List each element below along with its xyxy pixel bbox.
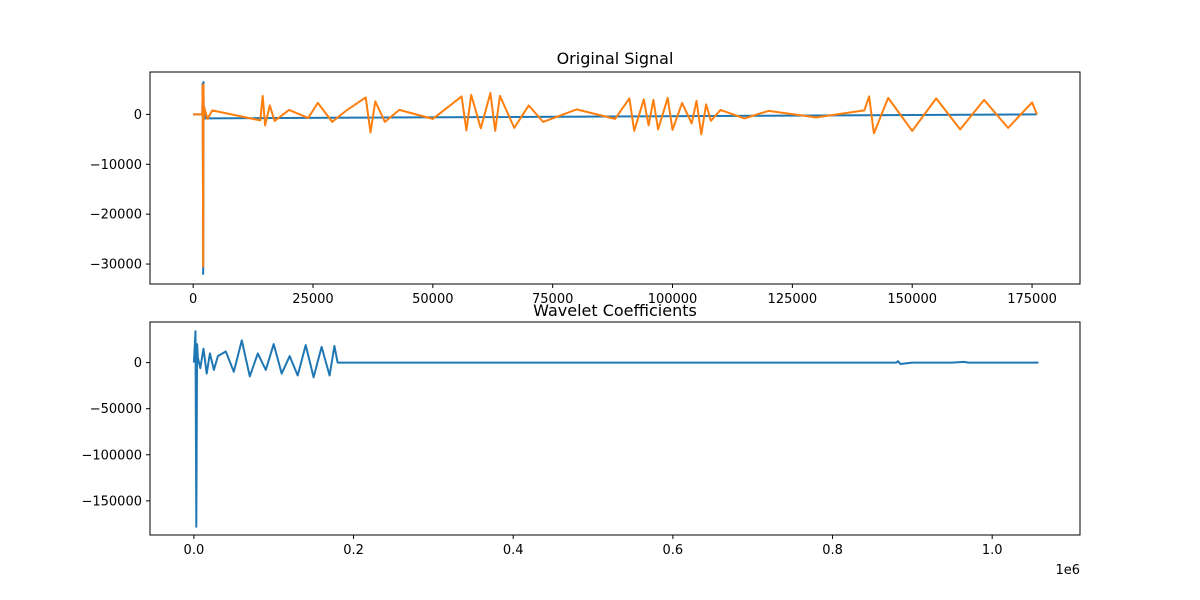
plot-area [193, 81, 1038, 275]
x-tick-label: 0 [189, 292, 197, 307]
original-signal-axes: Original Signal 0 25000 50000 75000 100000 12… [90, 49, 1081, 307]
x-tick-label: 175000 [1007, 292, 1057, 307]
x-axis-offset-label: 1e6 [1055, 563, 1080, 578]
wavelet-coefficients-axes: 0.0 0.2 0.4 0.6 0.8 1.00−50000−100000−150000 … [81, 301, 1081, 578]
x-tick-label: 75000 [532, 292, 573, 307]
x-tick-label: 0.2 [343, 543, 364, 558]
series-line-1 [192, 330, 1039, 528]
y-tick-label: −100000 [81, 448, 142, 463]
axis-ticks: 0 25000 50000 75000 100000 125000 150000 175000… [90, 108, 1057, 307]
x-tick-label: 0.6 [663, 543, 684, 558]
x-tick-label: 25000 [292, 292, 333, 307]
series-line-2 [193, 83, 1038, 268]
x-tick-label: 0.0 [184, 543, 205, 558]
y-tick-label: −150000 [81, 494, 142, 509]
chart-title: Wavelet Coefficients [533, 301, 697, 320]
y-tick-label: −20000 [90, 208, 142, 223]
x-tick-label: 0.4 [503, 543, 524, 558]
y-tick-label: −10000 [90, 158, 142, 173]
plot-area [192, 330, 1039, 528]
axes-frame [149, 71, 1081, 285]
x-tick-label: 150000 [887, 292, 937, 307]
x-tick-label: 50000 [412, 292, 453, 307]
x-tick-label: 125000 [768, 292, 818, 307]
x-tick-label: 100000 [648, 292, 698, 307]
x-tick-label: 0.8 [822, 543, 843, 558]
y-tick-label: 0 [134, 108, 142, 123]
axes-frame [149, 321, 1081, 536]
axis-ticks: 0.0 0.2 0.4 0.6 0.8 1.0 0 −50000 −100000 −150000 [81, 356, 1002, 558]
chart-title: Original Signal [557, 49, 674, 68]
x-tick-label: 1.0 [982, 543, 1003, 558]
y-tick-label: −30000 [90, 258, 142, 273]
y-tick-label: 0 [134, 356, 142, 371]
y-tick-label: −50000 [90, 402, 142, 417]
